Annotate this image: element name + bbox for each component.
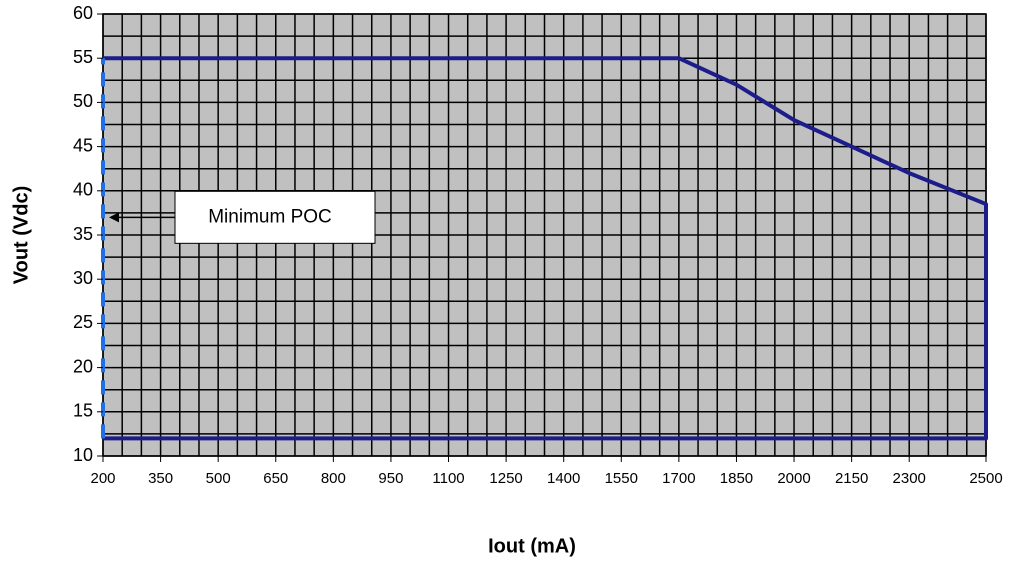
data-line — [103, 56, 988, 441]
y-tick-label: 45 — [73, 135, 93, 155]
x-tick-label: 2150 — [835, 470, 868, 487]
y-tick-label: 35 — [73, 224, 93, 244]
y-tick-label: 25 — [73, 312, 93, 332]
x-tick-label: 1700 — [662, 470, 695, 487]
x-tick-label: 1850 — [720, 470, 753, 487]
annotation-text: Minimum POC — [208, 206, 332, 227]
x-tick-label: 1550 — [605, 470, 638, 487]
x-tick-label: 2500 — [969, 470, 1002, 487]
y-tick-label: 50 — [73, 91, 93, 111]
annotation-arrowhead — [109, 212, 119, 223]
y-tick-label: 40 — [73, 180, 93, 200]
y-tick-label: 30 — [73, 268, 93, 288]
x-tick-label: 650 — [263, 470, 288, 487]
x-tick-label: 2000 — [777, 470, 810, 487]
y-axis-label: Vout (Vdc) — [10, 186, 32, 285]
annotation-box — [174, 190, 376, 244]
x-tick-label: 200 — [90, 470, 115, 487]
x-tick-label: 500 — [206, 470, 231, 487]
y-tick-label: 15 — [73, 401, 93, 421]
x-axis-label: Iout (mA) — [488, 535, 576, 557]
y-tick-label: 60 — [73, 3, 93, 23]
x-tick-label: 1100 — [432, 470, 464, 487]
x-tick-label: 2300 — [893, 470, 926, 487]
x-tick-label: 1400 — [547, 470, 580, 487]
x-tick-label: 350 — [148, 470, 173, 487]
y-tick-label: 20 — [73, 356, 93, 376]
x-tick-label: 1250 — [489, 470, 522, 487]
x-tick-label: 950 — [378, 470, 403, 487]
x-tick-label: 800 — [321, 470, 346, 487]
y-tick-label: 55 — [73, 47, 93, 67]
y-tick-label: 10 — [73, 445, 93, 465]
